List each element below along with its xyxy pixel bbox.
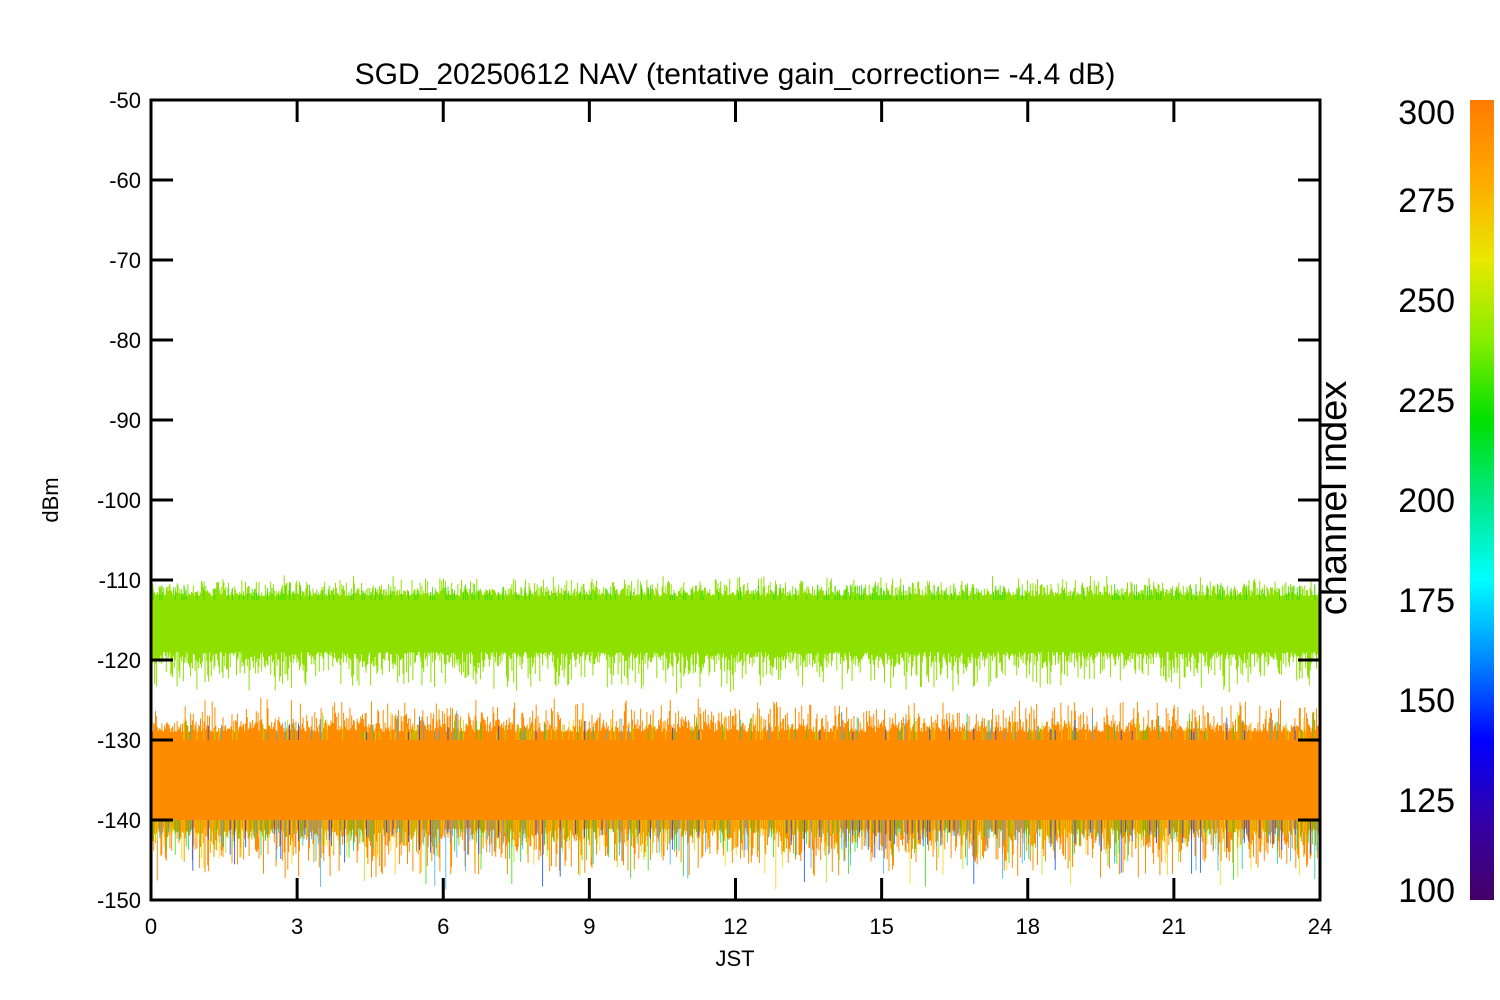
colorbar-tick-label: 200	[1398, 482, 1455, 520]
band-edge-noise	[192, 716, 1311, 887]
x-tick-label: 18	[1016, 914, 1040, 939]
x-tick-label: 3	[291, 914, 303, 939]
colorbar-tick-label: 175	[1398, 582, 1455, 620]
colorbar	[1470, 100, 1494, 900]
x-tick-label: 6	[437, 914, 449, 939]
y-tick-label: -80	[109, 328, 141, 353]
x-tick-label: 15	[869, 914, 893, 939]
band-edge-noise	[172, 712, 1307, 883]
band-series-0	[151, 575, 1320, 694]
y-tick-label: -120	[97, 648, 141, 673]
y-tick-label: -150	[97, 888, 141, 913]
y-tick-label: -70	[109, 248, 141, 273]
band-series-1	[151, 697, 1320, 890]
x-tick-label: 9	[583, 914, 595, 939]
x-axis-label: JST	[715, 946, 754, 971]
band-edge-noise	[154, 711, 1300, 886]
y-axis: -50 -60 -70 -80 -90 -100 -110 -120 -130 -140 -150	[97, 88, 1320, 913]
y-tick-label: -130	[97, 728, 141, 753]
colorbar-ticks: 100 125 150 175 200 225 250 275 300	[1398, 94, 1455, 910]
colorbar-tick-label: 125	[1398, 782, 1455, 820]
x-tick-label: 0	[145, 914, 157, 939]
colorbar-tick-label: 150	[1398, 682, 1455, 720]
band-edge-noise	[152, 584, 1316, 600]
x-tick-label: 12	[723, 914, 747, 939]
y-tick-label: -100	[97, 488, 141, 513]
chart-title: SGD_20250612 NAV (tentative gain_correct…	[355, 58, 1116, 91]
y-tick-label: -60	[109, 168, 141, 193]
colorbar-tick-label: 225	[1398, 382, 1455, 420]
band-edge-noise	[161, 710, 1292, 890]
band-edge-noise	[159, 713, 1320, 880]
y-axis-label: dBm	[38, 477, 63, 522]
y-tick-label: -90	[109, 408, 141, 433]
x-axis: 0 3 6 9 12 15 18 21 24	[145, 100, 1332, 939]
band-edge-noise	[151, 713, 1314, 887]
y-tick-label: -50	[109, 88, 141, 113]
band-noise	[151, 697, 1320, 881]
colorbar-tick-label: 275	[1398, 182, 1455, 220]
x-tick-label: 24	[1308, 914, 1332, 939]
colorbar-tick-label: 100	[1398, 872, 1455, 910]
y-tick-label: -140	[97, 808, 141, 833]
band-noise	[151, 575, 1320, 694]
x-tick-label: 21	[1162, 914, 1186, 939]
colorbar-tick-label: 250	[1398, 282, 1455, 320]
y-tick-label: -110	[99, 568, 141, 593]
band-edge-noise	[163, 712, 1305, 889]
plot-data	[151, 575, 1320, 890]
colorbar-tick-label: 300	[1398, 94, 1455, 132]
colorbar-label: channel index	[1313, 381, 1355, 616]
